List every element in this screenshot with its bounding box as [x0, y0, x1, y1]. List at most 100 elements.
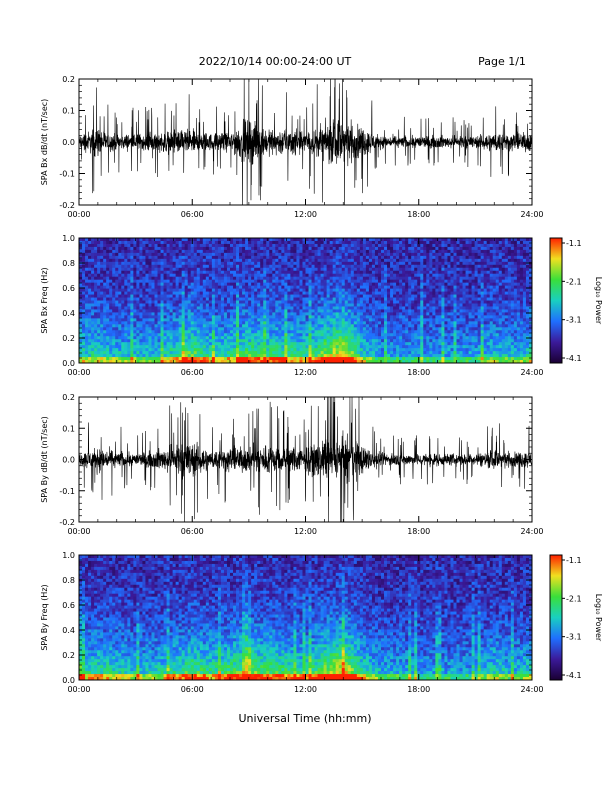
heatmap-cell	[284, 288, 288, 292]
heatmap-cell	[178, 255, 183, 260]
heatmap-cell	[242, 261, 246, 266]
heatmap-cell	[85, 354, 89, 358]
heatmap-cell	[326, 258, 331, 263]
heatmap-cell	[133, 312, 137, 316]
heatmap-cell	[109, 309, 113, 313]
heatmap-cell	[121, 303, 125, 307]
heatmap-cell	[160, 300, 164, 304]
heatmap-cell	[411, 315, 415, 319]
heatmap-cell	[217, 276, 222, 281]
heatmap-cell	[121, 249, 125, 254]
heatmap-cell	[308, 282, 312, 287]
heatmap-cell	[151, 315, 155, 319]
heatmap-cell	[420, 273, 424, 278]
heatmap-cell	[257, 315, 261, 319]
heatmap-cell	[97, 270, 101, 275]
heatmap-cell	[356, 243, 361, 248]
heatmap-cell	[396, 282, 400, 287]
heatmap-cell	[85, 264, 89, 269]
heatmap-cell	[287, 360, 291, 364]
heatmap-cell	[166, 240, 170, 245]
heatmap-cell	[242, 276, 246, 281]
heatmap-cell	[187, 243, 192, 248]
heatmap-cell	[335, 303, 340, 307]
heatmap-cell	[263, 255, 267, 260]
heatmap-cell	[139, 315, 143, 319]
heatmap-cell	[154, 261, 158, 266]
heatmap-cell	[260, 300, 264, 304]
heatmap-cell	[166, 294, 170, 298]
heatmap-cell	[420, 306, 424, 310]
heatmap-cell	[82, 240, 86, 245]
heatmap-cell	[402, 306, 406, 310]
heatmap-cell	[293, 267, 297, 272]
heatmap-cell	[181, 348, 186, 352]
heatmap-cell	[353, 282, 358, 287]
heatmap-cell	[184, 327, 189, 331]
heatmap-cell	[166, 306, 170, 310]
heatmap-cell	[420, 291, 424, 295]
heatmap-cell	[115, 309, 119, 313]
heatmap-cell	[281, 339, 285, 343]
heatmap-cell	[329, 318, 334, 322]
heatmap-cell	[399, 339, 403, 343]
heatmap-cell	[311, 246, 315, 251]
heatmap-cell	[184, 318, 189, 322]
heatmap-cell	[103, 330, 107, 334]
heatmap-cell	[338, 291, 343, 295]
heatmap-cell	[356, 321, 361, 325]
y-tick-label: 0.1	[62, 107, 75, 116]
heatmap-cell	[362, 240, 367, 245]
heatmap-cell	[211, 291, 216, 295]
heatmap-cell	[368, 249, 373, 254]
heatmap-cell	[329, 321, 334, 325]
heatmap-cell	[371, 300, 376, 304]
heatmap-cell	[417, 306, 421, 310]
heatmap-cell	[278, 276, 282, 281]
heatmap-cell	[184, 276, 189, 281]
heatmap-cell	[344, 252, 349, 257]
heatmap-cell	[115, 306, 119, 310]
heatmap-cell	[275, 324, 279, 328]
heatmap-cell	[226, 330, 231, 334]
heatmap-cell	[91, 273, 95, 278]
heatmap-cell	[208, 261, 213, 266]
heatmap-cell	[251, 255, 255, 260]
heatmap-cell	[118, 297, 122, 301]
heatmap-cell	[290, 276, 294, 281]
heatmap-cell	[233, 339, 237, 343]
heatmap-cell	[196, 339, 201, 343]
heatmap-cell	[384, 240, 388, 245]
heatmap-cell	[172, 318, 177, 322]
heatmap-cell	[112, 357, 116, 361]
heatmap-cell	[245, 297, 249, 301]
heatmap-cell	[181, 300, 186, 304]
heatmap-cell	[166, 261, 170, 266]
heatmap-cell	[190, 276, 195, 281]
heatmap-cell	[371, 270, 376, 275]
heatmap-cell	[118, 270, 122, 275]
heatmap-cell	[79, 258, 83, 263]
heatmap-cell	[181, 276, 186, 281]
heatmap-cell	[154, 309, 158, 313]
heatmap-cell	[124, 261, 128, 266]
heatmap-cell	[317, 252, 321, 257]
heatmap-cell	[287, 348, 291, 352]
heatmap-cell	[139, 306, 143, 310]
heatmap-cell	[344, 249, 349, 254]
heatmap-cell	[196, 357, 201, 361]
heatmap-cell	[374, 258, 379, 263]
heatmap-cell	[178, 273, 183, 278]
heatmap-cell	[408, 276, 412, 281]
heatmap-cell	[293, 339, 297, 343]
heatmap-cell	[402, 264, 406, 269]
heatmap-cell	[163, 255, 167, 260]
heatmap-cell	[353, 300, 358, 304]
heatmap-cell	[396, 336, 400, 340]
heatmap-cell	[377, 282, 382, 287]
heatmap-cell	[314, 303, 318, 307]
heatmap-cell	[169, 309, 174, 313]
heatmap-cell	[266, 291, 270, 295]
heatmap-cell	[202, 333, 207, 337]
